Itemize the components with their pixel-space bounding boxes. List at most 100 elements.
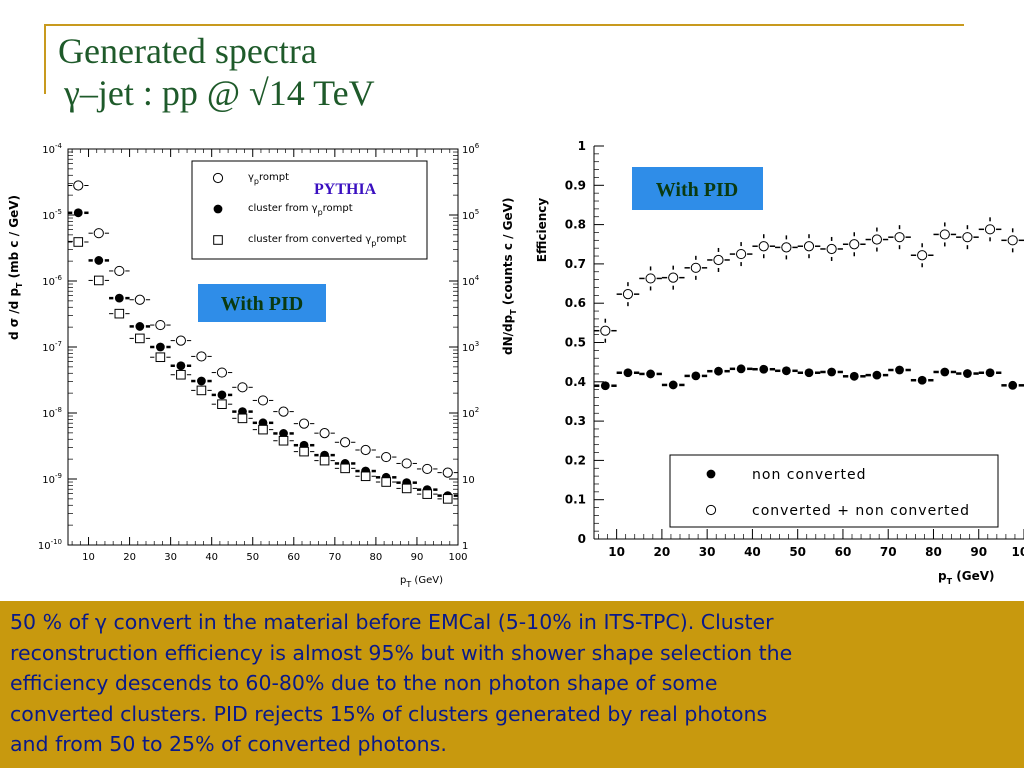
efficiency-data-point [668, 272, 679, 283]
spectra-legend-marker [212, 172, 224, 184]
efficiency-data-point [713, 254, 724, 266]
efficiency-data-point [984, 224, 996, 235]
efficiency-x-tick-label: 80 [925, 545, 942, 559]
efficiency-data-point [690, 262, 701, 273]
spectra-data-point [114, 308, 125, 319]
efficiency-y-axis-label: Efficiency [535, 198, 549, 263]
spectra-data-point [155, 352, 166, 363]
efficiency-data-point [940, 367, 950, 377]
caption-line-5: and from 50 to 25% of converted photons. [10, 732, 447, 756]
caption-box: 50 % of γ convert in the material before… [0, 601, 1024, 768]
spectra-y-right-tick-label: 1 [462, 541, 468, 552]
efficiency-data-point [736, 364, 746, 374]
caption-line-4: converted clusters. PID rejects 15% of c… [10, 701, 768, 726]
spectra-legend-marker [213, 235, 223, 245]
spectra-data-point [401, 483, 412, 494]
spectra-y-tick-label: 10-5 [42, 208, 62, 222]
efficiency-legend-label: non converted [752, 467, 867, 483]
efficiency-y-tick-label: 1 [578, 139, 586, 153]
spectra-x-tick-label: 50 [246, 552, 259, 563]
efficiency-x-tick-label: 50 [789, 545, 806, 559]
spectra-y-tick-label: 10-8 [42, 406, 62, 420]
efficiency-data-point [871, 234, 882, 245]
spectra-x-tick-label: 70 [328, 552, 341, 563]
efficiency-data-point [759, 364, 769, 374]
spectra-y-right-tick-label: 10 [462, 475, 475, 486]
spectra-y-right-tick-label: 105 [462, 208, 479, 222]
spectra-data-point [442, 467, 453, 478]
spectra-data-point [114, 293, 124, 303]
spectra-legend: γprompt cluster from γprompt cluster from … [191, 160, 428, 260]
efficiency-data-point [714, 366, 723, 376]
efficiency-x-tick-label: 90 [970, 545, 987, 559]
spectra-legend-marker [213, 204, 223, 214]
spectra-y-tick-label: 10-9 [42, 472, 62, 486]
spectra-y-right-axis-label: dN/dpT (counts c / GeV) [501, 198, 518, 355]
efficiency-data-point [623, 368, 633, 378]
spectra-data-point [93, 228, 104, 239]
efficiency-y-tick-label: 0 [578, 532, 586, 546]
spectra-data-point [360, 471, 371, 482]
efficiency-y-tick-label: 0.9 [565, 178, 586, 192]
spectra-data-point [176, 369, 186, 380]
efficiency-data-point [827, 367, 837, 377]
caption-line-1: 50 % of γ convert in the material before… [10, 610, 774, 634]
spectra-data-point [381, 451, 392, 463]
spectra-y-tick-label: 10-7 [42, 340, 62, 354]
spectra-data-point [135, 333, 145, 344]
efficiency-x-tick-label: 100 [1011, 545, 1024, 559]
spectra-legend-label: cluster from converted γprompt [248, 234, 406, 248]
spectra-data-point [258, 424, 268, 435]
spectra-data-point [197, 376, 206, 386]
spectra-data-point [298, 418, 310, 429]
efficiency-x-tick-label: 10 [608, 545, 625, 559]
efficiency-data-point [849, 239, 860, 250]
efficiency-data-point [758, 241, 769, 252]
efficiency-data-point [872, 370, 882, 380]
efficiency-data-point [600, 381, 610, 391]
spectra-data-point [278, 435, 289, 446]
efficiency-x-tick-label: 60 [835, 545, 852, 559]
spectra-data-point [279, 429, 288, 438]
spectra-data-point [155, 342, 165, 352]
spectra-y-tick-label: 10-6 [42, 274, 62, 288]
efficiency-data-point [622, 289, 634, 300]
efficiency-x-tick-label: 30 [699, 545, 716, 559]
efficiency-data-point [963, 369, 972, 378]
efficiency-data-point [939, 229, 950, 240]
spectra-chart: 10 20 30 40 50 60 70 80 90 100 10-10 1 10-9 10 10-8 102… [7, 142, 518, 589]
spectra-y-tick-label: 10-10 [38, 538, 62, 552]
efficiency-data-point [894, 232, 905, 243]
spectra-data-point [216, 367, 228, 378]
efficiency-data-point [691, 371, 701, 381]
spectra-x-axis-label: pT (GeV) [400, 575, 443, 589]
efficiency-y-tick-label: 0.7 [565, 257, 586, 271]
spectra-data-point [257, 395, 269, 406]
efficiency-legend-marker [705, 504, 717, 516]
caption-line-2: reconstruction efficiency is almost 95% … [10, 640, 793, 665]
title-line-2: γ–jet : pp @ √14 TeV [64, 73, 375, 113]
spectra-x-tick-label: 100 [448, 552, 467, 563]
spectra-data-point [94, 256, 104, 265]
efficiency-data-point [736, 248, 747, 260]
spectra-pid-badge [198, 284, 326, 322]
spectra-data-point [135, 322, 145, 331]
efficiency-x-tick-label: 20 [654, 545, 671, 559]
spectra-data-point [155, 319, 166, 331]
spectra-data-point [73, 237, 84, 247]
efficiency-y-tick-label: 0.2 [565, 453, 586, 467]
spectra-data-point [196, 351, 207, 362]
efficiency-legend-label: converted + non converted [752, 503, 970, 519]
spectra-x-tick-label: 20 [123, 552, 136, 563]
spectra-y-right-tick-label: 106 [462, 142, 480, 156]
spectra-data-point [319, 428, 330, 439]
spectra-data-point [176, 361, 186, 371]
spectra-y-axis-label: d σ /d pT (mb c / GeV) [7, 195, 24, 340]
spectra-series-0 [68, 180, 458, 478]
title-line-1: Generated spectra [58, 31, 317, 71]
efficiency-series-1 [594, 217, 1024, 343]
efficiency-data-point [962, 232, 973, 243]
spectra-data-point [237, 413, 248, 424]
spectra-x-tick-label: 80 [370, 552, 383, 563]
